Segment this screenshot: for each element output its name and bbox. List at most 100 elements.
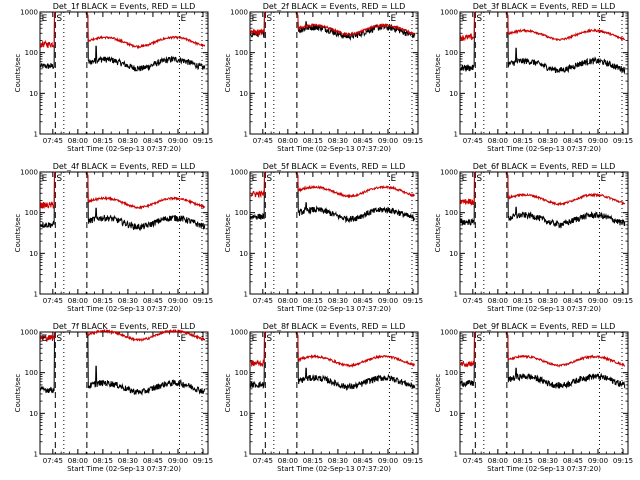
marker-label: E <box>390 14 396 24</box>
x-tick-label: 08:45 <box>143 457 163 465</box>
y-axis-label: Counts/sec <box>14 214 22 253</box>
y-tick-label: 1000 <box>230 169 248 177</box>
panel-title: Det_6f BLACK = Events, RED = LLD <box>473 162 616 171</box>
x-tick-label: 08:00 <box>278 137 298 145</box>
y-tick-label: 10 <box>29 410 38 418</box>
x-tick-label: 08:45 <box>563 457 583 465</box>
x-tick-label: 08:30 <box>118 137 138 145</box>
series-line-events <box>460 171 626 229</box>
y-tick-label: 1 <box>244 131 248 139</box>
panel-1: Det_1f BLACK = Events, RED = LLD 1 10 100 10… <box>14 2 213 153</box>
x-tick-label: 09:00 <box>168 297 188 305</box>
series-line-lld <box>460 331 626 368</box>
y-tick-label: 1000 <box>20 329 38 337</box>
x-tick-label: 07:45 <box>43 297 63 305</box>
series-line-lld <box>40 11 206 50</box>
x-tick-label: 08:15 <box>303 137 323 145</box>
x-tick-label: 08:30 <box>538 457 558 465</box>
marker-label: E <box>42 174 48 184</box>
marker-label: E <box>462 174 468 184</box>
y-tick-label: 10 <box>29 90 38 98</box>
x-tick-label: 08:30 <box>118 297 138 305</box>
marker-label: E <box>180 14 186 24</box>
y-tick-label: 100 <box>235 369 248 377</box>
series-line-events <box>40 11 206 72</box>
y-tick-label: 10 <box>29 250 38 258</box>
x-tick-label: 08:15 <box>93 297 113 305</box>
marker-label: E <box>252 174 258 184</box>
marker-label: S <box>266 14 272 24</box>
x-tick-label: 08:45 <box>563 137 583 145</box>
panel-3: Det_3f BLACK = Events, RED = LLD 1 10 100 10… <box>434 2 633 153</box>
panel-6: Det_6f BLACK = Events, RED = LLD 1 10 100 10… <box>434 162 633 313</box>
x-tick-label: 08:30 <box>118 457 138 465</box>
x-tick-label: 07:45 <box>43 457 63 465</box>
x-tick-label: 08:15 <box>513 457 533 465</box>
x-tick-label: 08:00 <box>68 137 88 145</box>
x-axis-label: Start Time (02-Sep-13 07:37:20) <box>67 305 181 313</box>
marker-label: E <box>390 174 396 184</box>
x-tick-label: 08:00 <box>488 457 508 465</box>
marker-label: S <box>476 174 482 184</box>
marker-label: E <box>462 14 468 24</box>
panel-title: Det_1f BLACK = Events, RED = LLD <box>53 2 196 11</box>
series-line-lld <box>250 11 416 37</box>
y-tick-label: 100 <box>25 49 38 57</box>
x-tick-label: 08:00 <box>488 297 508 305</box>
plot-frame <box>39 331 209 455</box>
x-axis-label: Start Time (02-Sep-13 07:37:20) <box>67 465 181 473</box>
x-tick-label: 09:15 <box>193 457 213 465</box>
x-tick-label: 07:45 <box>253 137 273 145</box>
y-tick-label: 10 <box>239 410 248 418</box>
series-line-lld <box>250 171 416 199</box>
x-axis-label: Start Time (02-Sep-13 07:37:20) <box>487 305 601 313</box>
series-line-events <box>40 171 206 232</box>
y-tick-label: 100 <box>445 49 458 57</box>
x-tick-label: 08:15 <box>303 457 323 465</box>
x-tick-label: 08:00 <box>68 457 88 465</box>
y-tick-label: 1000 <box>440 169 458 177</box>
panel-4: Det_4f BLACK = Events, RED = LLD 1 10 100 10… <box>14 162 213 313</box>
x-tick-label: 09:15 <box>193 297 213 305</box>
marker-label: E <box>180 334 186 344</box>
plot-frame <box>249 331 419 455</box>
y-tick-label: 1 <box>454 291 458 299</box>
y-tick-label: 1000 <box>440 9 458 17</box>
y-tick-label: 10 <box>449 410 458 418</box>
x-tick-label: 09:00 <box>588 457 608 465</box>
series-line-lld <box>460 11 626 42</box>
x-tick-label: 07:45 <box>253 297 273 305</box>
y-tick-label: 1 <box>34 451 38 459</box>
y-tick-label: 1 <box>34 131 38 139</box>
x-tick-label: 08:45 <box>353 457 373 465</box>
x-tick-label: 07:45 <box>43 137 63 145</box>
y-tick-label: 1 <box>34 291 38 299</box>
x-tick-label: 09:00 <box>588 297 608 305</box>
y-axis-label: Counts/sec <box>434 214 442 253</box>
y-axis-label: Counts/sec <box>224 214 232 253</box>
marker-label: E <box>252 14 258 24</box>
plot-frame <box>459 171 629 295</box>
panel-title: Det_2f BLACK = Events, RED = LLD <box>263 2 406 11</box>
x-tick-label: 08:15 <box>93 137 113 145</box>
x-tick-label: 08:30 <box>538 297 558 305</box>
x-axis-label: Start Time (02-Sep-13 07:37:20) <box>487 465 601 473</box>
x-tick-label: 09:15 <box>193 137 213 145</box>
x-tick-label: 08:45 <box>563 297 583 305</box>
panel-title: Det_4f BLACK = Events, RED = LLD <box>53 162 196 171</box>
plot-frame <box>459 11 629 135</box>
panel-title: Det_5f BLACK = Events, RED = LLD <box>263 162 406 171</box>
x-tick-label: 08:30 <box>328 457 348 465</box>
marker-label: E <box>462 334 468 344</box>
marker-label: S <box>56 14 62 24</box>
x-tick-label: 08:45 <box>143 137 163 145</box>
marker-label: E <box>180 174 186 184</box>
plot-frame <box>459 331 629 455</box>
series-line-events <box>40 331 206 396</box>
panel-title: Det_8f BLACK = Events, RED = LLD <box>263 322 406 331</box>
x-tick-label: 08:00 <box>278 457 298 465</box>
y-tick-label: 1 <box>244 291 248 299</box>
x-tick-label: 09:15 <box>613 457 633 465</box>
y-tick-label: 100 <box>25 209 38 217</box>
